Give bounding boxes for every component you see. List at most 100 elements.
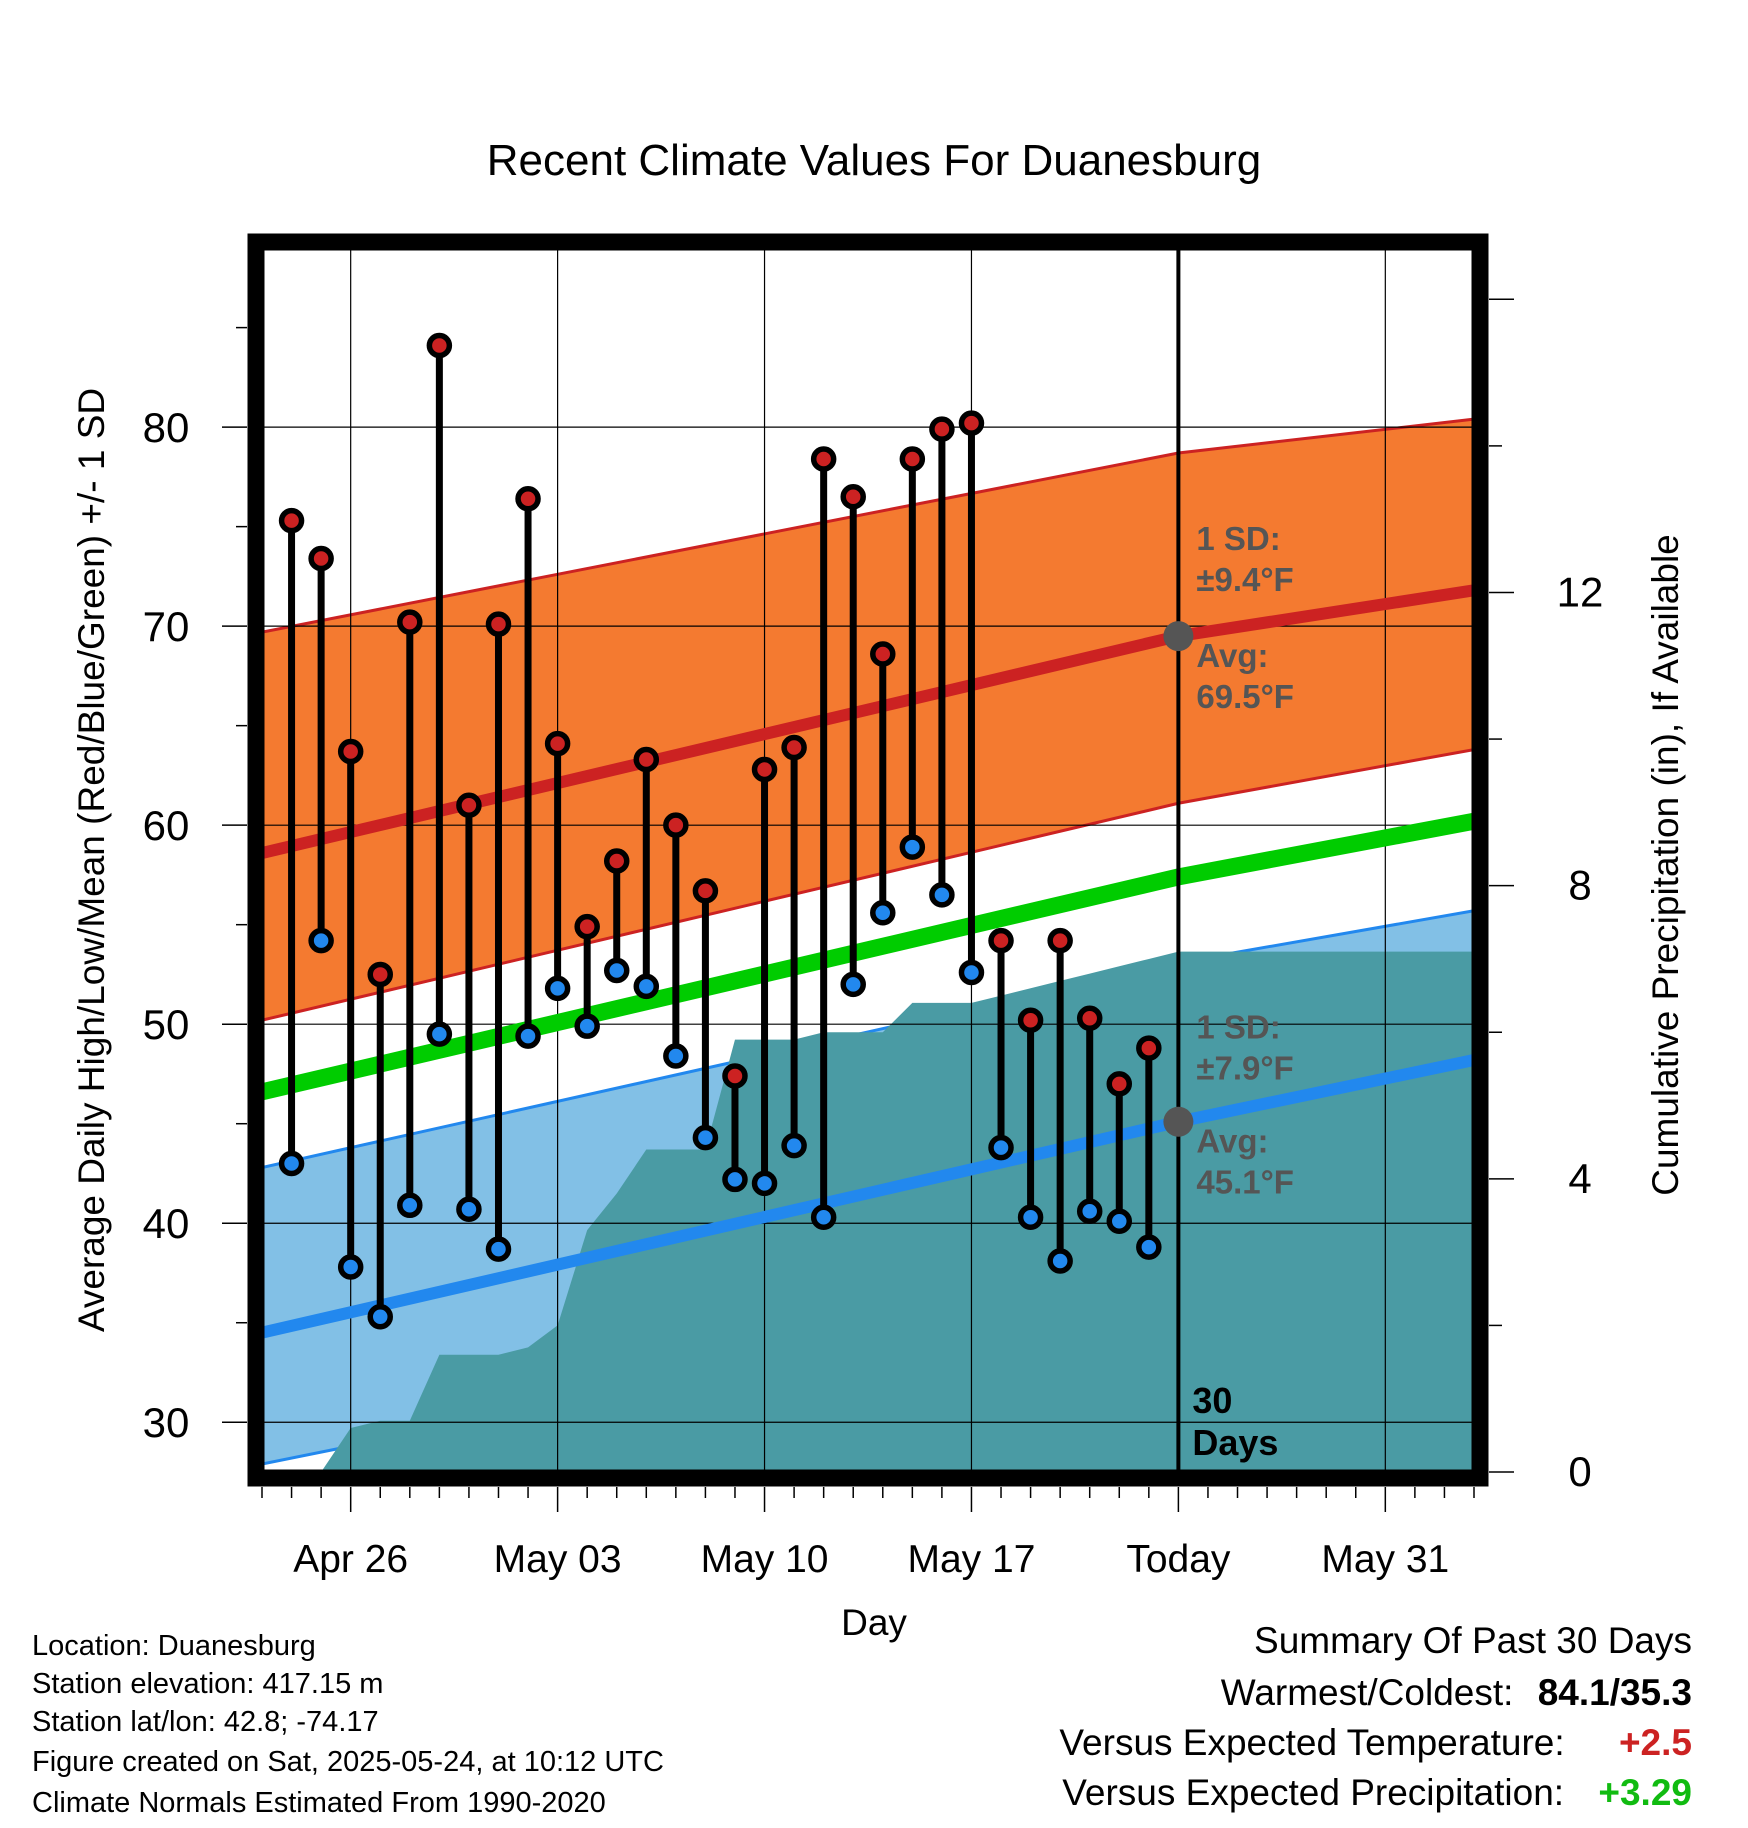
summary-precip-value: +3.29 <box>1598 1772 1692 1813</box>
daily-high-point <box>929 416 955 442</box>
summary-precip: Versus Expected Precipitation: +3.29 <box>1062 1772 1692 1814</box>
daily-high-point <box>988 927 1014 954</box>
daily-low-point <box>692 1124 719 1151</box>
daily-high-point <box>633 746 660 773</box>
summary-warm-cold: Warmest/Coldest: 84.1/35.3 <box>1221 1672 1692 1714</box>
daily-high-point <box>870 641 896 667</box>
high-avg-annotation: 69.5°F <box>1196 678 1294 715</box>
y-axis-label: Average Daily High/Low/Mean (Red/Blue/Gr… <box>71 388 112 1332</box>
daily-low-point <box>574 1013 600 1039</box>
today-avg-high-marker <box>1163 621 1194 652</box>
high-sd-band <box>262 419 1474 1021</box>
y2-tick-label: 4 <box>1568 1155 1591 1202</box>
daily-low-point <box>722 1166 748 1193</box>
daily-low-point <box>899 834 926 860</box>
high-sd-annotation: ±9.4°F <box>1196 561 1293 598</box>
daily-high-point <box>781 734 807 761</box>
period-label: 30 <box>1192 1380 1232 1421</box>
daily-low-point <box>633 973 660 1000</box>
info-elevation: Station elevation: 417.15 m <box>32 1668 384 1700</box>
y-tick-label: 40 <box>143 1200 190 1247</box>
daily-high-point <box>515 486 541 512</box>
y-tick-label: 60 <box>143 802 190 849</box>
daily-low-point <box>870 899 896 926</box>
daily-high-point <box>574 913 600 940</box>
daily-high-point <box>603 848 630 874</box>
summary-warm-cold-value: 84.1/35.3 <box>1537 1672 1692 1713</box>
chart-title: Recent Climate Values For Duanesburg <box>487 136 1261 185</box>
daily-high-point <box>1017 1007 1044 1033</box>
today-avg-low-marker <box>1163 1106 1194 1137</box>
daily-high-point <box>485 611 512 637</box>
low-sd-annotation: ±7.9°F <box>1196 1050 1293 1087</box>
daily-high-point <box>278 507 305 534</box>
daily-high-point <box>367 961 393 988</box>
x-tick-label: May 03 <box>494 1538 622 1581</box>
daily-low-point <box>751 1170 778 1197</box>
x-tick-label: Apr 26 <box>293 1538 408 1581</box>
y-tick-label: 70 <box>143 603 190 650</box>
daily-low-point <box>397 1192 423 1219</box>
daily-high-point <box>397 609 423 635</box>
daily-low-point <box>456 1196 482 1223</box>
info-latlon: Station lat/lon: 42.8; -74.17 <box>32 1706 379 1738</box>
daily-high-point <box>1136 1035 1162 1061</box>
daily-low-point <box>485 1236 512 1262</box>
low-sd-annotation: 1 SD: <box>1196 1009 1280 1046</box>
low-avg-annotation: 45.1°F <box>1196 1164 1294 1201</box>
high-avg-annotation: Avg: <box>1196 637 1268 674</box>
y2-tick-label: 12 <box>1557 568 1604 615</box>
y2-axis-label: Cumulative Precipitation (in), If Availa… <box>1645 534 1686 1196</box>
summary-temp-label: Versus Expected Temperature: <box>1059 1722 1565 1763</box>
daily-high-point <box>840 484 866 510</box>
daily-low-point <box>929 882 955 908</box>
daily-low-point <box>840 971 866 998</box>
daily-low-point <box>958 959 985 986</box>
info-location: Location: Duanesburg <box>32 1630 316 1662</box>
summary-title: Summary Of Past 30 Days <box>1254 1620 1692 1661</box>
daily-low-point <box>515 1023 541 1049</box>
period-label: Days <box>1192 1422 1278 1463</box>
summary-warm-cold-label: Warmest/Coldest: <box>1220 1672 1514 1713</box>
daily-low-point <box>1136 1234 1162 1260</box>
daily-low-point <box>1017 1204 1044 1230</box>
daily-high-point <box>1047 927 1073 954</box>
daily-high-point <box>456 792 482 819</box>
daily-high-point <box>426 332 453 359</box>
daily-high-point <box>692 878 719 904</box>
daily-low-point <box>1106 1208 1133 1234</box>
daily-high-point <box>958 410 985 436</box>
daily-high-point <box>810 446 837 472</box>
info-normals: Climate Normals Estimated From 1990-2020 <box>32 1787 606 1819</box>
y2-tick-label: 8 <box>1568 862 1591 909</box>
daily-high-point <box>337 738 364 765</box>
daily-low-point <box>367 1304 393 1330</box>
daily-high-point <box>722 1063 748 1089</box>
daily-low-point <box>337 1254 364 1280</box>
plot-inner <box>262 248 1474 1472</box>
y-tick-label: 50 <box>143 1001 190 1048</box>
daily-high-point <box>1076 1005 1103 1031</box>
daily-low-point <box>988 1134 1014 1161</box>
x-tick-label: May 17 <box>908 1538 1036 1581</box>
x-axis-label: Day <box>841 1602 907 1643</box>
daily-low-point <box>544 975 571 1002</box>
x-tick-label: May 31 <box>1321 1538 1449 1581</box>
summary-temp: Versus Expected Temperature: +2.5 <box>1059 1722 1692 1764</box>
daily-high-point <box>308 545 334 572</box>
daily-low-point <box>1076 1198 1103 1225</box>
plot-area: 1 SD: ±9.4°F Avg: 69.5°F 1 SD: ±7.9°F Avg: 45.1… <box>143 233 1604 1581</box>
daily-low-point <box>603 957 630 984</box>
daily-low-point <box>1047 1248 1073 1274</box>
info-created: Figure created on Sat, 2025-05-24, at 10… <box>32 1746 664 1778</box>
daily-low-point <box>308 927 334 954</box>
daily-high-point <box>663 812 689 838</box>
y2-tick-label: 0 <box>1568 1448 1591 1495</box>
x-tick-label: May 10 <box>701 1538 829 1581</box>
high-sd-annotation: 1 SD: <box>1196 520 1280 557</box>
summary-precip-label: Versus Expected Precipitation: <box>1062 1772 1565 1813</box>
summary-temp-value: +2.5 <box>1618 1722 1692 1763</box>
daily-low-point <box>810 1204 837 1230</box>
daily-high-point <box>751 756 778 783</box>
